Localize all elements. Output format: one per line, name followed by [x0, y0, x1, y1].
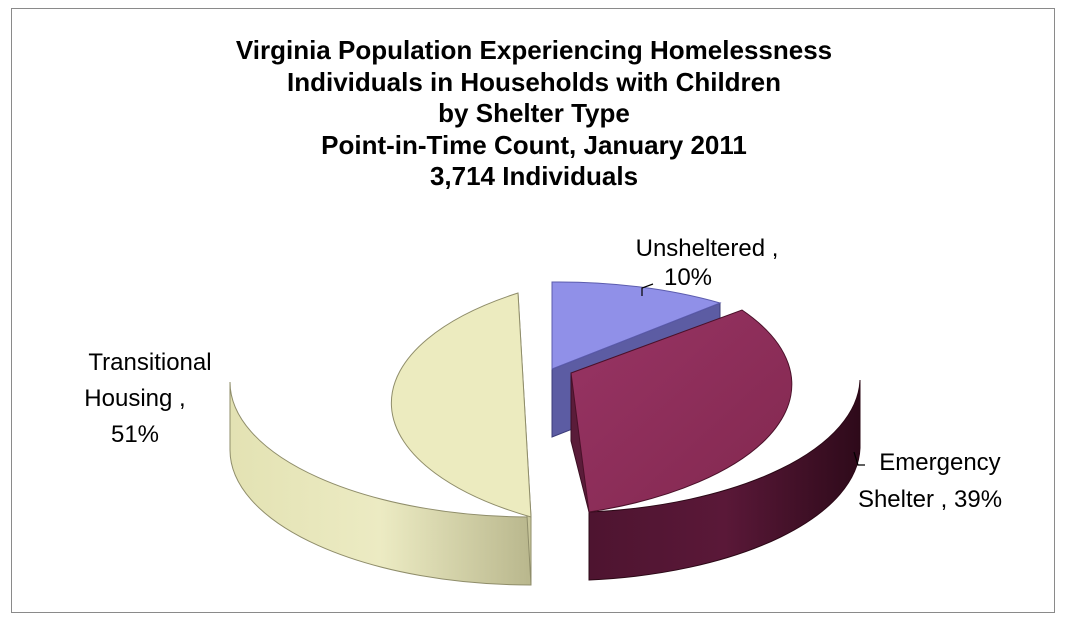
label-transitional-line-3: 51%: [111, 421, 159, 448]
title-line-2: Individuals in Households with Children: [286, 66, 782, 97]
title-line-1: Virginia Population Experiencing Homeles…: [235, 35, 833, 65]
pie-chart: Unsheltered , 10% Transitional Housing ,…: [84, 235, 1002, 586]
slice-transitional-housing: [229, 292, 532, 586]
slice-emergency-shelter-side: [588, 379, 861, 581]
data-label-unsheltered: Unsheltered , 10%: [636, 235, 779, 291]
title-line-4: Point-in-Time Count, January 2011: [321, 129, 747, 160]
chart-frame: Virginia Population Experiencing Homeles…: [11, 8, 1055, 613]
title-line-5: 3,714 Individuals: [429, 161, 639, 191]
slice-transitional-housing-side: [229, 381, 532, 586]
slice-unsheltered-top: [551, 281, 722, 370]
label-unsheltered-line-1: Unsheltered ,: [636, 235, 779, 262]
title-line-3: by Shelter Type: [438, 98, 630, 128]
chart-title: Virginia Population Experiencing Homeles…: [12, 35, 1056, 193]
label-transitional-line-2: Housing ,: [84, 385, 185, 412]
data-label-emergency-shelter: Emergency Shelter , 39%: [858, 449, 1002, 513]
slice-emergency-shelter: [570, 309, 861, 581]
slice-emergency-shelter-top: [570, 309, 793, 513]
label-emergency-line-2: Shelter , 39%: [858, 486, 1002, 513]
label-transitional-line-1: Transitional: [88, 349, 211, 376]
data-label-transitional-housing: Transitional Housing , 51%: [84, 349, 211, 448]
slice-transitional-housing-top: [390, 292, 532, 518]
label-unsheltered-line-2: 10%: [664, 264, 712, 291]
label-emergency-line-1: Emergency: [879, 449, 1000, 476]
leader-line-emergency: [853, 451, 865, 466]
leader-line-unsheltered: [641, 283, 654, 296]
